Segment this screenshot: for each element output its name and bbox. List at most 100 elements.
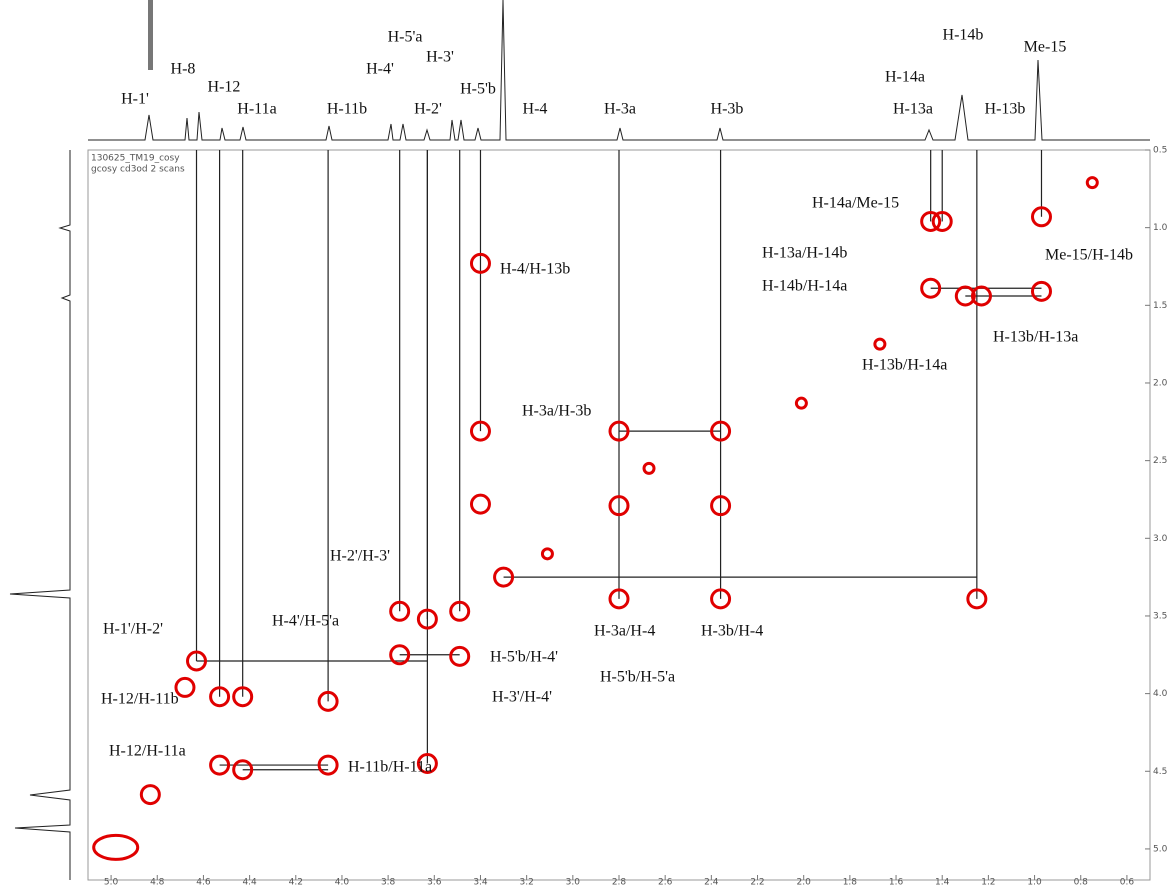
cross-peak [317, 690, 339, 712]
cross-peak [209, 754, 231, 776]
annotation: H-14b/H-14a [762, 278, 847, 295]
cross-peak [449, 645, 471, 667]
x-tick-label: 0.6 [1120, 878, 1135, 887]
peak-label: H-4' [366, 61, 394, 78]
y-tick-label: 5.0 [1153, 844, 1168, 854]
annotation: H-3a/H-4 [594, 623, 655, 640]
cross-peak [608, 495, 630, 517]
cross-peak [1085, 176, 1099, 190]
x-tick-label: 5.0 [104, 878, 119, 887]
y-tick-label: 2.0 [1153, 378, 1168, 388]
cross-peak [209, 686, 231, 708]
peak-label: H-2' [414, 101, 442, 118]
peak-label: H-3b [711, 101, 744, 118]
note: gcosy cd3od 2 scans [91, 165, 185, 175]
x-tick-label: 4.2 [289, 878, 303, 887]
x-tick-label: 3.2 [519, 878, 533, 887]
x-tick-label: 3.8 [381, 878, 396, 887]
x-tick-label: 4.4 [242, 878, 257, 887]
peak-label: Me-15 [1024, 39, 1067, 56]
cross-peak [416, 753, 438, 775]
annotation: H-2'/H-3' [330, 548, 390, 565]
cross-peak [493, 566, 515, 588]
peak-label: H-1' [121, 91, 149, 108]
x-tick-label: 2.4 [704, 878, 719, 887]
y-tick-label: 1.0 [1153, 223, 1168, 233]
annotation: H-13b/H-13a [993, 329, 1078, 346]
cross-peak [232, 686, 254, 708]
x-tick-label: 2.0 [797, 878, 812, 887]
x-tick-label: 4.8 [150, 878, 165, 887]
annotation: H-5'b/H-5'a [600, 669, 675, 686]
annotation: H-12/H-11b [101, 691, 179, 708]
x-tick-label: 3.0 [566, 878, 581, 887]
annotation: H-12/H-11a [109, 743, 186, 760]
y-tick-label: 2.5 [1153, 456, 1167, 466]
x-tick-label: 4.6 [196, 878, 211, 887]
cross-peak [92, 833, 140, 861]
peak-label: H-12 [208, 79, 241, 96]
peak-label: H-11a [237, 101, 276, 118]
x-tick-label: 3.4 [473, 878, 488, 887]
cross-peak [469, 420, 491, 442]
annotation: H-1'/H-2' [103, 621, 163, 638]
cross-peak [873, 337, 887, 351]
y-tick-label: 0.5 [1153, 146, 1167, 156]
cross-peak [389, 644, 411, 666]
cross-peak [966, 588, 988, 610]
peak-label: H-5'a [388, 29, 423, 46]
cross-peak [794, 396, 808, 410]
cross-peak [317, 754, 339, 776]
cross-peak [954, 285, 976, 307]
peak-label: H-14b [943, 27, 984, 44]
cross-peak [920, 277, 942, 299]
peak-label: H-13b [985, 101, 1026, 118]
annotation: H-3b/H-4 [701, 623, 763, 640]
cross-peak [174, 676, 196, 698]
cross-peak [931, 210, 953, 232]
x-tick-label: 1.0 [1027, 878, 1042, 887]
cross-peak [710, 420, 732, 442]
cross-peak [970, 285, 992, 307]
x-tick-label: 1.2 [981, 878, 995, 887]
projection-top [88, 0, 1150, 141]
x-tick-label: 2.8 [612, 878, 627, 887]
annotation: H-14a/Me-15 [812, 195, 899, 212]
y-tick-label: 1.5 [1153, 301, 1167, 311]
y-tick-label: 4.5 [1153, 767, 1167, 777]
cross-peak [232, 759, 254, 781]
x-tick-label: 1.4 [935, 878, 950, 887]
x-tick-label: 3.6 [427, 878, 442, 887]
cross-peak [449, 600, 471, 622]
peak-label: H-14a [885, 69, 925, 86]
cross-peak [186, 650, 208, 672]
x-tick-label: 0.8 [1074, 878, 1089, 887]
peak-label: H-8 [171, 61, 196, 78]
cross-peak [416, 608, 438, 630]
annotation: H-4/H-13b [500, 261, 570, 278]
note: 130625_TM19_cosy [91, 154, 180, 164]
x-tick-label: 4.0 [335, 878, 350, 887]
peak-label: H-11b [327, 101, 367, 118]
projection-left [9, 150, 71, 880]
peak-label: H-13a [893, 101, 933, 118]
cross-peak [540, 547, 554, 561]
cross-peak [1030, 206, 1052, 228]
annotation: Me-15/H-14b [1045, 247, 1133, 264]
cross-peak [710, 495, 732, 517]
annotation: H-5'b/H-4' [490, 649, 558, 666]
cross-peak [469, 493, 491, 515]
x-tick-label: 1.6 [889, 878, 904, 887]
annotation: H-4'/H-5'a [272, 613, 339, 630]
annotation: H-13b/H-14a [862, 357, 947, 374]
peak-label: H-3' [426, 49, 454, 66]
annotation: H-3a/H-3b [522, 403, 591, 420]
annotation: H-3'/H-4' [492, 689, 552, 706]
cross-peak [1030, 280, 1052, 302]
annotation: H-11b/H-11a [348, 759, 432, 776]
peak-label: H-4 [523, 101, 548, 118]
x-tick-label: 2.2 [750, 878, 764, 887]
cross-peak [139, 784, 161, 806]
y-tick-label: 3.0 [1153, 534, 1168, 544]
